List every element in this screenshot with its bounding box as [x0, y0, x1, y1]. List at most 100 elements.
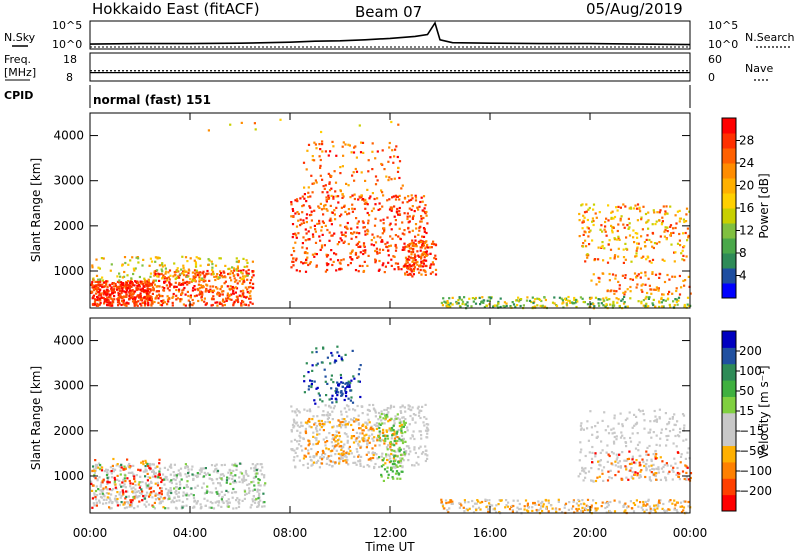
range-time-cell — [162, 506, 165, 509]
range-time-cell — [352, 441, 356, 444]
range-time-cell — [244, 303, 247, 306]
range-time-cell — [91, 264, 94, 267]
range-time-cell — [582, 219, 585, 222]
range-time-cell — [419, 246, 422, 249]
range-time-cell — [210, 304, 213, 307]
range-time-cell — [93, 474, 96, 477]
range-time-cell — [251, 302, 254, 305]
range-time-cell — [220, 290, 224, 293]
colorbar-tick-label: −100 — [739, 464, 772, 478]
range-time-cell — [499, 297, 502, 300]
range-time-cell — [241, 282, 244, 285]
range-time-cell — [133, 301, 136, 304]
range-time-cell — [514, 305, 517, 308]
colorbar-swatch — [722, 208, 736, 224]
range-time-cell — [400, 434, 404, 437]
range-time-cell — [149, 284, 152, 287]
range-time-cell — [616, 456, 619, 459]
range-time-cell — [672, 227, 675, 230]
range-time-cell — [321, 143, 324, 146]
range-time-cell — [658, 211, 661, 214]
range-time-cell — [357, 255, 360, 258]
range-time-cell — [407, 227, 410, 230]
range-time-cell — [231, 491, 234, 494]
range-time-cell — [297, 409, 300, 413]
range-time-cell — [382, 248, 385, 251]
range-time-cell — [646, 234, 649, 237]
range-time-cell — [670, 232, 673, 235]
range-time-cell — [333, 209, 336, 212]
range-time-cell — [237, 501, 240, 504]
range-time-cell — [191, 473, 194, 476]
range-time-cell — [358, 432, 361, 435]
range-time-cell — [591, 433, 594, 436]
range-time-cell — [145, 500, 148, 503]
range-time-cell — [220, 272, 223, 275]
range-time-cell — [640, 300, 643, 303]
range-time-cell — [434, 254, 437, 257]
range-time-cell — [322, 456, 325, 459]
range-time-cell — [685, 438, 688, 441]
range-time-cell — [347, 380, 350, 383]
range-time-cell — [648, 431, 651, 434]
range-time-cell — [316, 362, 319, 365]
range-time-cell — [305, 421, 308, 424]
range-time-cell — [615, 438, 618, 441]
range-time-cell — [378, 436, 381, 439]
range-time-cell — [400, 470, 403, 473]
range-time-cell — [581, 466, 584, 469]
range-time-cell — [311, 463, 314, 466]
range-time-cell — [126, 281, 129, 284]
range-time-cell — [130, 277, 133, 280]
range-time-cell — [308, 417, 311, 421]
range-time-cell — [252, 495, 255, 498]
range-time-cell — [181, 272, 184, 275]
range-time-cell — [350, 151, 353, 154]
range-time-cell — [141, 283, 144, 286]
range-time-cell — [306, 409, 309, 412]
range-time-cell — [380, 162, 383, 166]
range-time-cell — [134, 296, 137, 299]
range-time-cell — [194, 265, 198, 268]
range-time-cell — [132, 496, 135, 499]
range-time-cell — [409, 256, 412, 259]
range-time-cell — [344, 235, 347, 238]
range-time-cell — [166, 478, 169, 481]
range-time-cell — [134, 480, 137, 483]
range-time-cell — [173, 474, 176, 477]
range-time-cell — [642, 460, 645, 464]
range-time-cell — [404, 452, 408, 455]
range-time-cell — [349, 418, 353, 421]
range-time-cell — [387, 476, 390, 479]
range-time-cell — [305, 168, 308, 171]
range-time-cell — [337, 195, 340, 198]
range-time-cell — [199, 467, 202, 470]
colorbar-tick-label: 100 — [739, 364, 762, 378]
range-time-cell — [148, 492, 152, 495]
range-time-cell — [253, 466, 256, 470]
range-time-cell — [325, 253, 328, 256]
range-time-cell — [646, 255, 649, 258]
range-time-cell — [601, 272, 604, 275]
range-time-cell — [122, 467, 125, 470]
range-time-cell — [346, 221, 349, 225]
range-time-cell — [599, 464, 602, 467]
range-time-cell — [610, 462, 613, 465]
colorbar-tick-label: 200 — [739, 344, 762, 358]
range-time-cell — [206, 499, 209, 502]
range-time-cell — [251, 276, 254, 279]
range-time-cell — [401, 431, 404, 435]
range-time-cell — [689, 472, 693, 475]
range-time-cell — [225, 299, 228, 302]
range-time-cell — [650, 240, 653, 244]
range-time-cell — [291, 236, 294, 239]
range-time-cell — [128, 479, 131, 483]
range-time-cell — [303, 186, 306, 189]
range-time-cell — [644, 504, 647, 507]
range-time-cell — [167, 507, 170, 510]
range-time-cell — [374, 203, 377, 206]
range-time-cell — [675, 501, 679, 504]
range-time-cell — [394, 262, 397, 265]
range-time-cell — [168, 269, 172, 272]
range-time-cell — [412, 241, 415, 244]
